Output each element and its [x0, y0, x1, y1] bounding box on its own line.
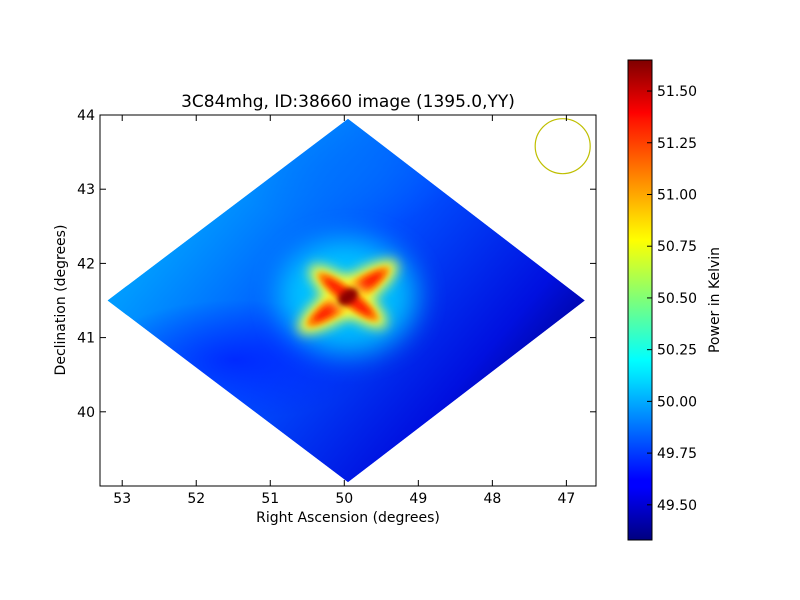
- x-axis-ticks: 53 52 51 50 49 48 47: [113, 115, 575, 507]
- beam-circle: [534, 118, 591, 175]
- x-tick-label: 47: [557, 491, 575, 507]
- y-axis-label: Declination (degrees): [53, 225, 69, 376]
- y-tick-label: 41: [77, 331, 95, 347]
- colorbar-label: Power in Kelvin: [707, 247, 723, 353]
- x-tick-label: 51: [261, 491, 279, 507]
- colorbar-tick-label: 49.50: [657, 498, 697, 514]
- colorbar-tick-label: 51.50: [657, 84, 697, 100]
- y-tick-label: 42: [77, 256, 95, 272]
- colorbar-tick-label: 50.75: [657, 239, 697, 255]
- colorbar-tick-label: 51.00: [657, 187, 697, 203]
- y-tick-label: 40: [77, 405, 95, 421]
- colorbar: 49.50 49.75 50.00 50.25 50.50 50.75 51.00 51.25…: [627, 59, 723, 541]
- colorbar-tick-label: 51.25: [657, 136, 697, 152]
- source-emission: [278, 238, 418, 355]
- x-tick-label: 50: [335, 491, 353, 507]
- upper-region-shading: [235, 118, 455, 230]
- colorbar-gradient: [627, 59, 653, 541]
- colorbar-tick-label: 50.00: [657, 394, 697, 410]
- x-tick-label: 52: [187, 491, 205, 507]
- x-axis-label: Right Ascension (degrees): [256, 510, 440, 526]
- colorbar-tick-label: 50.50: [657, 291, 697, 307]
- plot-frame: [99, 114, 597, 487]
- y-tick-label: 43: [77, 182, 95, 198]
- x-tick-label: 49: [409, 491, 427, 507]
- colorbar-tick-label: 50.25: [657, 343, 697, 359]
- colorbar-ticks: 49.50 49.75 50.00 50.25 50.50 50.75 51.00 51.25…: [647, 84, 697, 514]
- heatmap-image: [107, 118, 591, 483]
- y-axis-ticks: 40 41 42 43 44: [77, 108, 596, 421]
- colorbar-tick-label: 49.75: [657, 446, 697, 462]
- x-tick-label: 53: [113, 491, 131, 507]
- peak-marker: [338, 288, 358, 306]
- x-tick-label: 48: [483, 491, 501, 507]
- chart-title: 3C84mhg, ID:38660 image (1395.0,YY): [181, 92, 515, 112]
- y-tick-label: 44: [77, 108, 95, 124]
